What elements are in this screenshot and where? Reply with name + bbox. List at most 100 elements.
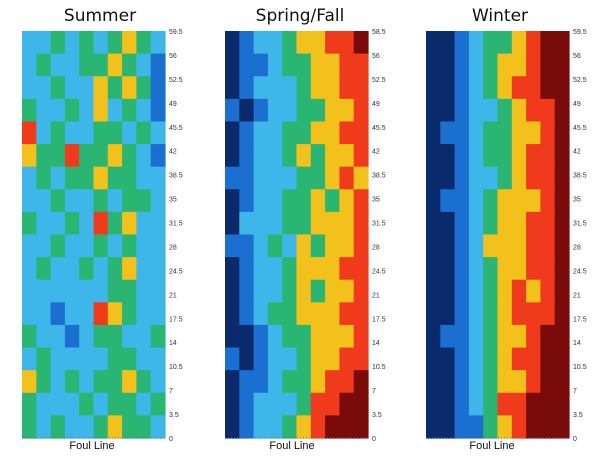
heatmap-cell [22,189,37,213]
heatmap-cell [36,279,52,303]
heatmap-cell [468,415,484,439]
heatmap-cell [540,189,556,213]
heatmap-cell [64,234,80,258]
heatmap-cell [339,31,355,55]
heatmap-cell [93,370,109,394]
heatmap-cell [454,234,470,258]
heatmap-cell [325,76,340,100]
heatmap-cell [239,347,255,371]
heatmap-cell [483,347,499,371]
y-tick-label: 45.5 [169,125,183,132]
heatmap-cell [93,31,109,55]
heatmap-cell [79,31,95,55]
heatmap-cell [526,392,541,416]
heatmap-cell [310,370,326,394]
heatmap-cell [454,76,470,100]
heatmap-cell [267,392,283,416]
heatmap-cell [282,144,298,168]
heatmap-cell [426,76,441,100]
heatmap-cell [325,257,340,281]
heatmap-cell [310,324,326,349]
heatmap-cell [339,370,355,394]
heatmap-cell [282,189,298,213]
heatmap-cell [483,98,499,123]
heatmap-cell [122,302,137,326]
heatmap-cell [296,415,312,439]
heatmap-cell [454,189,470,213]
heatmap-cell [107,121,123,145]
heatmap-cell [136,211,152,236]
heatmap-cell [150,98,166,123]
heatmap-cell [483,166,499,190]
heatmap-cell [253,370,269,394]
y-tick-label: 14 [573,340,581,347]
heatmap-cell [440,98,456,123]
heatmap-cell [64,76,80,100]
heatmap-cell [107,302,123,326]
heatmap-cell [296,279,312,303]
heatmap-cell [540,53,556,77]
heatmap-cell [225,98,240,123]
heatmap-cell [440,257,456,281]
heatmap-cell [225,76,240,100]
y-tick-label: 49 [573,101,581,108]
heatmap-cell [454,53,470,77]
heatmap-cell [93,166,109,190]
heatmap-cell [282,31,298,55]
heatmap-cell [511,279,527,303]
heatmap-cell [36,121,52,145]
heatmap-cell [511,121,527,145]
heatmap-cell [253,324,269,349]
heatmap-cell [64,347,80,371]
heatmap-cell [122,370,137,394]
heatmap-cell [239,392,255,416]
heatmap-cell [50,121,66,145]
heatmap-cell [426,98,441,123]
heatmap-cell [253,31,269,55]
heatmap-cell [22,144,37,168]
y-tick-label: 24.5 [372,268,386,275]
y-tick-label: 42 [573,149,581,156]
heatmap-cell [468,121,484,145]
heatmap-cell [497,234,513,258]
spring-fall-panel: Spring/Fall 58.5 56 52.5 49 45.5 42 38.5 35 31.5… [200,0,400,460]
heatmap-cell [310,121,326,145]
heatmap-cell [296,392,312,416]
heatmap-cell [239,144,255,168]
heatmap-cell [440,76,456,100]
heatmap-cell [22,166,37,190]
heatmap-cell [296,53,312,77]
x-axis-label: Foul Line [269,440,315,452]
heatmap-cell [136,302,152,326]
heatmap-cell [267,257,283,281]
heatmap-cell [296,211,312,236]
heatmap-cell [511,166,527,190]
heatmap-cell [540,234,556,258]
heatmap-cell [267,347,283,371]
heatmap-cell [526,347,541,371]
heatmap-cell [150,257,166,281]
heatmap-cell [122,415,137,439]
heatmap-cell [79,234,95,258]
heatmap-cell [122,211,137,236]
heatmap-cell [50,302,66,326]
heatmap-cell [122,257,137,281]
heatmap-cell [426,324,441,349]
heatmap-cell [339,98,355,123]
y-tick-label: 14 [169,340,177,347]
heatmap-cell [440,370,456,394]
heatmap-cell [36,189,52,213]
heatmap-cell [353,257,369,281]
heatmap-cell [22,211,37,236]
heatmap-cell [79,76,95,100]
heatmap-cell [353,31,369,55]
heatmap-cell [136,144,152,168]
heatmap-cell [440,166,456,190]
y-tick-label: 56 [372,53,380,60]
heatmap-cell [554,53,570,77]
heatmap-cell [554,347,570,371]
heatmap-cell [540,144,556,168]
heatmap-cell [468,279,484,303]
heatmap-cell [225,189,240,213]
heatmap-cell [325,234,340,258]
